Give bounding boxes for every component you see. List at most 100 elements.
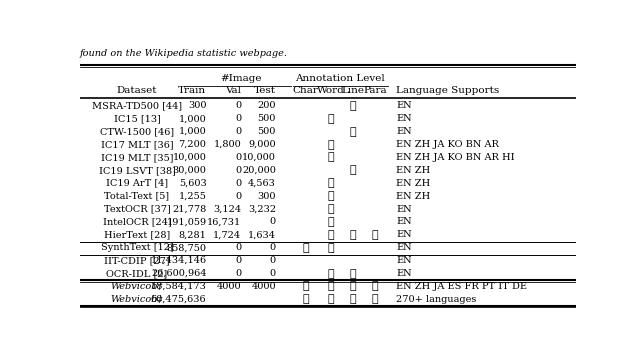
Text: Webvicob‡: Webvicob‡: [111, 295, 163, 304]
Text: 3,232: 3,232: [248, 205, 276, 214]
Text: CTW-1500 [46]: CTW-1500 [46]: [100, 127, 174, 136]
Text: 0: 0: [235, 179, 241, 188]
Text: 18,584,173: 18,584,173: [150, 282, 207, 291]
Text: 10,000: 10,000: [242, 153, 276, 162]
Text: 300: 300: [257, 192, 276, 201]
Text: ✓: ✓: [349, 165, 356, 175]
Text: ✓: ✓: [327, 114, 334, 124]
Text: 0: 0: [235, 166, 241, 175]
Text: 1,634: 1,634: [248, 230, 276, 239]
Text: ✓: ✓: [327, 281, 334, 291]
Text: ✓: ✓: [327, 191, 334, 201]
Text: ✓: ✓: [349, 294, 356, 304]
Text: 858,750: 858,750: [166, 243, 207, 252]
Text: Para: Para: [364, 86, 387, 95]
Text: ✓: ✓: [349, 101, 356, 111]
Text: ✓: ✓: [327, 153, 334, 162]
Text: ✓: ✓: [349, 127, 356, 137]
Text: 7,200: 7,200: [179, 140, 207, 149]
Text: HierText [28]: HierText [28]: [104, 230, 170, 239]
Text: EN ZH: EN ZH: [396, 179, 431, 188]
Text: IIT-CDIP [27]: IIT-CDIP [27]: [104, 256, 170, 265]
Text: EN ZH: EN ZH: [396, 192, 431, 201]
Text: Language Supports: Language Supports: [396, 86, 500, 95]
Text: Line: Line: [341, 86, 364, 95]
Text: 8,281: 8,281: [179, 230, 207, 239]
Text: 1,724: 1,724: [213, 230, 241, 239]
Text: Char: Char: [292, 86, 319, 95]
Text: 1,000: 1,000: [179, 114, 207, 123]
Text: EN: EN: [396, 205, 412, 214]
Text: TextOCR [37]: TextOCR [37]: [104, 205, 170, 214]
Text: EN: EN: [396, 243, 412, 252]
Text: EN: EN: [396, 127, 412, 136]
Text: EN: EN: [396, 114, 412, 123]
Text: ✓: ✓: [327, 204, 334, 214]
Text: Train: Train: [179, 86, 207, 95]
Text: 0: 0: [270, 217, 276, 227]
Text: EN: EN: [396, 101, 412, 110]
Text: 30,000: 30,000: [173, 166, 207, 175]
Text: 500: 500: [257, 127, 276, 136]
Text: Annotation Level: Annotation Level: [296, 74, 385, 83]
Text: ✓: ✓: [327, 294, 334, 304]
Text: 5,603: 5,603: [179, 179, 207, 188]
Text: ✓: ✓: [302, 294, 309, 304]
Text: 9,000: 9,000: [248, 140, 276, 149]
Text: 21,778: 21,778: [172, 205, 207, 214]
Text: Test: Test: [254, 86, 276, 95]
Text: 0: 0: [270, 256, 276, 265]
Text: 20,000: 20,000: [242, 166, 276, 175]
Text: ✓: ✓: [327, 268, 334, 279]
Text: 0: 0: [235, 269, 241, 278]
Text: 200: 200: [257, 101, 276, 110]
Text: 0: 0: [235, 192, 241, 201]
Text: 0: 0: [270, 269, 276, 278]
Text: ✓: ✓: [372, 230, 378, 240]
Text: 11,434,146: 11,434,146: [150, 256, 207, 265]
Text: IC17 MLT [36]: IC17 MLT [36]: [100, 140, 173, 149]
Text: ✓: ✓: [349, 268, 356, 279]
Text: EN: EN: [396, 256, 412, 265]
Text: 0: 0: [235, 114, 241, 123]
Text: ✓: ✓: [302, 243, 309, 253]
Text: IntelOCR [24]: IntelOCR [24]: [102, 217, 172, 227]
Text: 60,475,636: 60,475,636: [151, 295, 207, 304]
Text: ✓: ✓: [372, 294, 378, 304]
Text: IC19 ArT [4]: IC19 ArT [4]: [106, 179, 168, 188]
Text: ✓: ✓: [349, 230, 356, 240]
Text: 500: 500: [257, 114, 276, 123]
Text: OCR-IDL [2]: OCR-IDL [2]: [106, 269, 168, 278]
Text: Dataset: Dataset: [116, 86, 157, 95]
Text: EN: EN: [396, 217, 412, 227]
Text: Total-Text [5]: Total-Text [5]: [104, 192, 170, 201]
Text: Val: Val: [225, 86, 241, 95]
Text: 4,563: 4,563: [248, 179, 276, 188]
Text: 1,255: 1,255: [179, 192, 207, 201]
Text: #Image: #Image: [220, 74, 262, 83]
Text: 0: 0: [235, 243, 241, 252]
Text: EN: EN: [396, 230, 412, 239]
Text: 300: 300: [188, 101, 207, 110]
Text: 191,059: 191,059: [166, 217, 207, 227]
Text: IC15 [13]: IC15 [13]: [114, 114, 161, 123]
Text: EN ZH JA KO BN AR HI: EN ZH JA KO BN AR HI: [396, 153, 515, 162]
Text: 16,731: 16,731: [207, 217, 241, 227]
Text: ✓: ✓: [327, 230, 334, 240]
Text: EN ZH: EN ZH: [396, 166, 431, 175]
Text: MSRA-TD500 [44]: MSRA-TD500 [44]: [92, 101, 182, 110]
Text: 3,124: 3,124: [213, 205, 241, 214]
Text: 270+ languages: 270+ languages: [396, 295, 477, 304]
Text: ✓: ✓: [302, 281, 309, 291]
Text: ✓: ✓: [372, 281, 378, 291]
Text: 4000: 4000: [216, 282, 241, 291]
Text: ✓: ✓: [327, 140, 334, 149]
Text: EN ZH JA ES FR PT IT DE: EN ZH JA ES FR PT IT DE: [396, 282, 527, 291]
Text: SynthText [12]: SynthText [12]: [100, 243, 173, 252]
Text: 0: 0: [235, 153, 241, 162]
Text: 0: 0: [235, 127, 241, 136]
Text: Word: Word: [317, 86, 344, 95]
Text: 10,000: 10,000: [173, 153, 207, 162]
Text: EN ZH JA KO BN AR: EN ZH JA KO BN AR: [396, 140, 499, 149]
Text: IC19 LSVT [38]: IC19 LSVT [38]: [99, 166, 175, 175]
